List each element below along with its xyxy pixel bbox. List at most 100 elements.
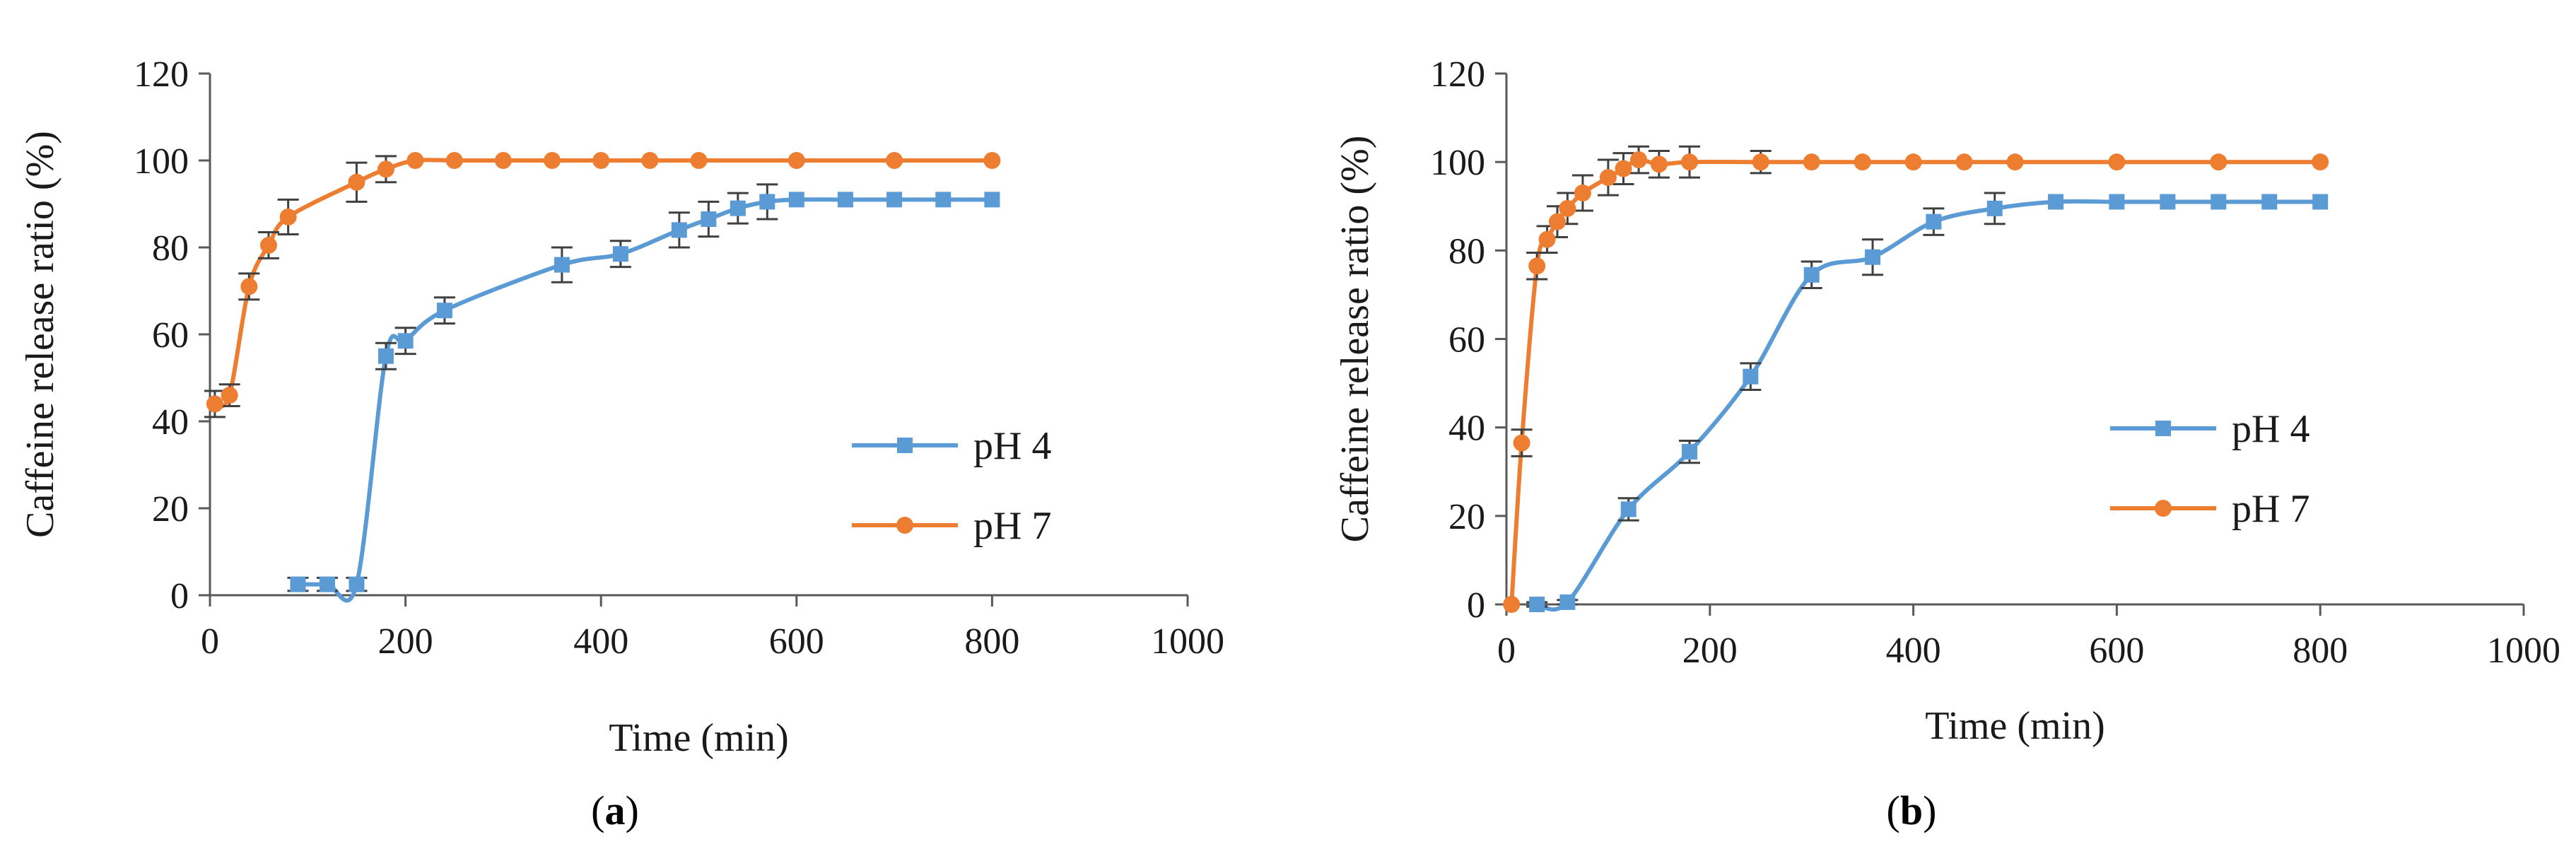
data-point xyxy=(1615,160,1632,177)
x-tick-label: 0 xyxy=(1497,631,1516,671)
series-ph7 xyxy=(204,152,1001,418)
x-tick-label: 1000 xyxy=(1151,621,1224,662)
x-tick-label: 400 xyxy=(573,621,628,662)
series-line-ph7 xyxy=(1509,157,2321,605)
y-tick-label: 100 xyxy=(134,141,189,182)
data-point xyxy=(837,192,853,208)
data-point xyxy=(206,395,223,413)
x-tick-label: 600 xyxy=(2089,631,2144,671)
y-tick-label: 80 xyxy=(152,228,189,269)
data-point xyxy=(348,173,365,191)
data-point xyxy=(641,152,659,169)
data-point xyxy=(1865,249,1881,265)
series-ph4 xyxy=(1526,192,2329,612)
data-point xyxy=(701,211,717,228)
data-point xyxy=(1743,368,1759,385)
data-point xyxy=(1529,597,1545,612)
y-tick-label: 120 xyxy=(134,54,189,95)
data-point xyxy=(290,576,306,592)
series-line-ph4 xyxy=(298,197,993,603)
series-line-ph7 xyxy=(213,158,993,409)
data-point xyxy=(984,192,1000,208)
y-tick-label: 0 xyxy=(170,576,189,616)
data-point xyxy=(349,576,365,592)
data-point xyxy=(2312,153,2329,171)
panel-a-caption: (a) xyxy=(591,787,639,833)
data-point xyxy=(1538,230,1556,248)
legend-entry-ph7: pH 7 xyxy=(852,504,1051,548)
legend-label: pH 7 xyxy=(973,504,1051,548)
y-tick-label: 40 xyxy=(1448,409,1485,449)
data-point xyxy=(983,152,1001,169)
data-point xyxy=(1854,153,1871,171)
y-tick-label: 60 xyxy=(152,315,189,356)
x-tick-label: 800 xyxy=(2293,631,2348,671)
panel-b: 0 20 40 60 80 100 120 0 200 400 600 800 1000 Time (mi… xyxy=(1333,54,2560,748)
data-point xyxy=(2108,153,2126,171)
y-tick-label: 0 xyxy=(1467,585,1485,626)
data-point xyxy=(1513,434,1530,452)
data-point xyxy=(279,208,297,226)
legend-swatch-marker xyxy=(897,438,913,453)
series-ph4 xyxy=(287,183,1000,603)
data-point xyxy=(1650,156,1668,173)
data-point xyxy=(2211,194,2227,210)
y-tick-label: 40 xyxy=(152,402,189,443)
data-point xyxy=(554,257,570,273)
x-axis-title: Time (min) xyxy=(609,716,789,760)
data-point xyxy=(1559,199,1576,217)
legend-entry-ph7: pH 7 xyxy=(2110,487,2309,531)
legend-entry-ph4: pH 4 xyxy=(852,424,1051,468)
panel-b-caption: (b) xyxy=(1887,787,1937,833)
data-point xyxy=(671,222,687,238)
data-point xyxy=(1803,153,1820,171)
y-axis-title: Caffeine release ratio (%) xyxy=(1333,136,1377,543)
x-tick-label: 0 xyxy=(201,621,219,662)
data-point xyxy=(1548,213,1566,230)
data-point xyxy=(2109,194,2125,210)
y-tick-label: 20 xyxy=(1448,497,1485,537)
data-point xyxy=(1574,184,1591,201)
data-point xyxy=(544,152,561,169)
legend-label: pH 4 xyxy=(973,424,1051,468)
legend-label: pH 7 xyxy=(2232,487,2309,531)
data-point xyxy=(436,303,452,319)
data-point xyxy=(1986,200,2003,216)
panel-a: 0 20 40 60 80 100 120 0 200 400 600 800 1000 Time (mi… xyxy=(18,54,1224,760)
data-point xyxy=(2261,194,2278,210)
x-tick-label: 1000 xyxy=(2487,631,2560,671)
data-point xyxy=(1559,594,1576,610)
data-point xyxy=(1620,501,1637,517)
data-point xyxy=(319,576,335,592)
x-tick-label: 400 xyxy=(1886,631,1941,671)
data-point xyxy=(2312,194,2329,210)
data-point xyxy=(759,194,775,210)
data-point xyxy=(2160,194,2176,210)
data-point xyxy=(690,152,708,169)
data-point xyxy=(1926,213,1942,230)
series-ph7 xyxy=(1503,145,2329,613)
data-point xyxy=(2006,153,2024,171)
data-point xyxy=(612,246,628,262)
data-point xyxy=(935,192,952,208)
data-point xyxy=(445,152,463,169)
data-point xyxy=(886,192,903,208)
legend-swatch-marker xyxy=(2155,421,2171,436)
data-point xyxy=(2210,153,2227,171)
legend-label: pH 4 xyxy=(2232,407,2309,451)
data-point xyxy=(1681,153,1699,171)
x-tick-label: 200 xyxy=(1682,631,1738,671)
data-point xyxy=(240,278,258,295)
data-point xyxy=(1904,153,1922,171)
legend-swatch-marker xyxy=(896,517,913,534)
data-point xyxy=(1682,444,1698,460)
data-point xyxy=(1955,153,1973,171)
data-point xyxy=(397,333,414,349)
data-point xyxy=(1503,596,1521,613)
data-point xyxy=(1528,257,1546,275)
data-point xyxy=(494,152,512,169)
data-point xyxy=(2048,194,2064,210)
data-point xyxy=(1630,151,1648,169)
x-axis-title: Time (min) xyxy=(1925,704,2105,748)
